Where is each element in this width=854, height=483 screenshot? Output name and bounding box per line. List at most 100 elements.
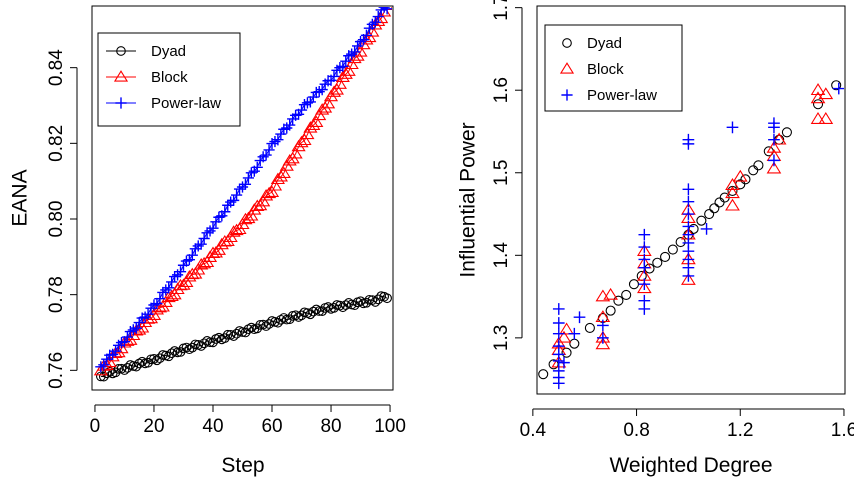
point-dyad <box>714 197 725 208</box>
point-power-law <box>169 270 181 283</box>
point-power-law <box>597 332 609 344</box>
point-block <box>810 83 826 96</box>
point-power-law <box>310 86 322 99</box>
y-tick-label: 0.82 <box>46 125 67 162</box>
point-power-law <box>263 144 275 156</box>
legend-triangle-icon <box>559 62 575 74</box>
point-block <box>282 154 297 166</box>
point-power-law <box>207 222 219 234</box>
point-dyad <box>205 337 215 348</box>
point-power-law <box>219 206 231 218</box>
point-block <box>273 169 288 182</box>
series-power-law <box>552 82 844 390</box>
point-dyad <box>605 305 616 316</box>
x-tick-label: 0.8 <box>623 420 649 441</box>
point-block <box>259 189 274 201</box>
point-power-law <box>597 319 609 332</box>
point-dyad <box>704 208 715 220</box>
series-power-law <box>95 7 392 373</box>
point-block <box>300 127 315 140</box>
point-dyad <box>812 99 824 110</box>
point-block <box>303 121 318 133</box>
axis-ticks: 0 20 40 60 80 100 0.76 0.78 0.80 0.82 0.84 <box>46 49 406 437</box>
point-block <box>182 270 197 282</box>
point-power-law <box>331 64 343 76</box>
point-power-law <box>304 96 316 108</box>
point-power-law <box>157 286 169 299</box>
point-power-law <box>638 228 651 241</box>
point-power-law <box>210 216 222 228</box>
point-power-law <box>242 172 254 184</box>
point-dyad <box>119 365 130 375</box>
x-tick-label: 1.6 <box>831 420 854 441</box>
point-power-law <box>558 356 570 369</box>
point-power-law <box>233 183 246 195</box>
point-power-law <box>257 151 269 163</box>
point-dyad <box>652 257 663 268</box>
point-block <box>332 77 347 89</box>
point-power-law <box>174 266 187 278</box>
point-power-law <box>163 282 175 294</box>
legend-label-block: Block <box>151 69 188 86</box>
point-power-law <box>552 303 565 315</box>
point-block <box>321 96 336 109</box>
point-power-law <box>136 312 148 324</box>
point-block <box>241 211 256 224</box>
y-tick-label: 1.4 <box>491 242 512 269</box>
point-dyad <box>261 321 271 331</box>
point-dyad <box>621 289 632 300</box>
point-power-law <box>204 225 216 237</box>
point-power-law <box>154 293 166 305</box>
point-dyad <box>367 295 378 305</box>
data-marks <box>538 80 844 390</box>
point-block <box>194 258 209 270</box>
point-power-law <box>166 276 178 288</box>
point-power-law <box>245 167 257 179</box>
point-dyad <box>181 342 192 353</box>
point-power-law <box>189 243 201 255</box>
x-axis-label: Step <box>221 454 264 477</box>
point-dyad <box>748 165 759 176</box>
point-power-law <box>573 311 586 324</box>
x-tick-label: 0.4 <box>520 420 547 441</box>
legend-triangle-icon <box>113 70 129 82</box>
point-block <box>818 87 834 100</box>
point-power-law <box>239 178 252 190</box>
point-dyad <box>740 174 751 185</box>
point-block <box>338 67 353 79</box>
point-power-law <box>638 294 651 307</box>
point-power-law <box>110 345 122 357</box>
point-power-law <box>104 349 116 361</box>
y-tick-label: 0.76 <box>46 352 67 389</box>
point-block <box>214 237 229 250</box>
legend: Dyad Block Power-law <box>544 24 683 112</box>
x-tick-label: 1.2 <box>727 420 753 441</box>
point-block <box>595 337 611 350</box>
point-power-law <box>112 339 125 351</box>
y-tick-label: 1.3 <box>491 325 512 351</box>
point-dyad <box>370 297 381 307</box>
point-block <box>267 179 283 191</box>
point-power-law <box>552 340 565 352</box>
legend-plus-icon <box>115 97 127 109</box>
series-block <box>551 83 834 368</box>
point-power-law <box>183 254 195 266</box>
point-block <box>226 225 241 237</box>
point-block <box>810 91 826 104</box>
axis-ticks: 0.4 0.8 1.2 1.6 1.3 1.4 1.5 1.6 1.7 <box>491 0 854 441</box>
point-block <box>818 111 834 124</box>
point-power-law <box>366 18 378 30</box>
point-power-law <box>638 278 651 291</box>
point-power-law <box>316 84 328 96</box>
point-power-law <box>231 189 243 201</box>
point-block <box>344 57 359 70</box>
point-dyad <box>278 313 289 323</box>
point-dyad <box>214 332 224 343</box>
y-tick-label: 0.78 <box>46 276 67 313</box>
point-power-law <box>95 361 107 373</box>
point-dyad <box>196 341 207 351</box>
data-marks <box>93 7 392 382</box>
plot-frame <box>91 5 394 391</box>
point-power-law <box>195 238 207 250</box>
